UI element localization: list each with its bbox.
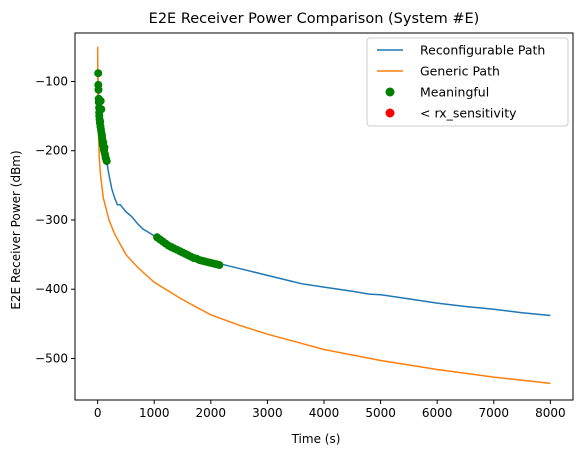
legend-label: < rx_sensitivity [420, 106, 517, 121]
point-meaningful [97, 105, 106, 114]
point-meaningful [96, 96, 105, 105]
legend-label: Meaningful [420, 85, 489, 100]
series-line-generic-path [96, 46, 551, 385]
x-tick-label: 5000 [365, 406, 396, 420]
y-tick-label: −400 [35, 282, 68, 296]
x-tick-label: 7000 [478, 406, 509, 420]
legend-box [366, 37, 569, 127]
legend-swatch [385, 87, 395, 97]
x-tick-label: 2000 [196, 406, 227, 420]
legend-label: Reconfigurable Path [420, 43, 545, 58]
x-tick-label: 1000 [139, 406, 170, 420]
point-meaningful [100, 143, 109, 152]
point-meaningful [94, 85, 103, 94]
point-meaningful [215, 261, 224, 269]
x-tick-label: 3000 [252, 406, 283, 420]
series-layer [94, 46, 551, 385]
x-tick-label: 0 [94, 406, 102, 420]
y-axis: −100 −200 −300 −400 −500 [35, 74, 75, 365]
point-meaningful [94, 69, 103, 78]
y-tick-label: −300 [35, 213, 68, 227]
point-meaningful [102, 157, 111, 166]
chart-title: E2E Receiver Power Comparison (System #E… [149, 11, 480, 27]
legend-swatch [385, 108, 395, 118]
legend-label: Generic Path [420, 64, 500, 79]
y-tick-label: −200 [35, 144, 68, 158]
x-axis-label: Time (s) [291, 432, 341, 446]
y-tick-label: −100 [35, 74, 68, 88]
x-tick-label: 4000 [309, 406, 340, 420]
x-axis: 0 1000 2000 3000 4000 5000 6000 7000 8000 [94, 400, 566, 420]
x-tick-label: 8000 [535, 406, 566, 420]
legend: Reconfigurable Path Generic Path Meaningfu… [366, 37, 569, 127]
y-axis-label: E2E Receiver Power (dBm) [9, 150, 23, 309]
y-tick-label: −500 [35, 351, 68, 365]
x-tick-label: 6000 [422, 406, 453, 420]
